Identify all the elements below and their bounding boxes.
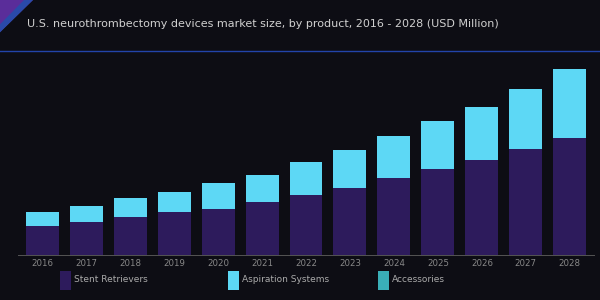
Bar [70, 206, 103, 222]
Bar [509, 89, 542, 149]
Bar [26, 212, 59, 226]
Bar [70, 222, 103, 255]
Bar [113, 217, 146, 255]
Bar [290, 195, 322, 255]
Text: Aspiration Systems: Aspiration Systems [242, 274, 329, 284]
Bar [245, 175, 278, 202]
Bar [421, 169, 454, 255]
Bar [334, 150, 367, 188]
Bar [158, 212, 191, 255]
Bar [26, 226, 59, 255]
Bar [158, 192, 191, 212]
Bar [290, 162, 322, 195]
Bar [378, 271, 389, 290]
Bar [466, 160, 499, 255]
Text: U.S. neurothrombectomy devices market size, by product, 2016 - 2028 (USD Million: U.S. neurothrombectomy devices market si… [27, 19, 499, 29]
Bar [202, 183, 235, 209]
Bar [202, 209, 235, 255]
Bar [377, 136, 410, 178]
Bar [421, 122, 454, 169]
Bar [60, 271, 71, 290]
Bar [228, 271, 239, 290]
Polygon shape [0, 0, 33, 54]
Bar [113, 198, 146, 217]
Bar [245, 202, 278, 255]
Text: Accessories: Accessories [392, 274, 445, 284]
Bar [377, 178, 410, 255]
Bar [334, 188, 367, 255]
Text: Stent Retrievers: Stent Retrievers [74, 274, 148, 284]
Bar [553, 138, 586, 255]
Bar [553, 69, 586, 138]
Bar [466, 106, 499, 160]
Polygon shape [0, 0, 33, 32]
Bar [509, 149, 542, 255]
